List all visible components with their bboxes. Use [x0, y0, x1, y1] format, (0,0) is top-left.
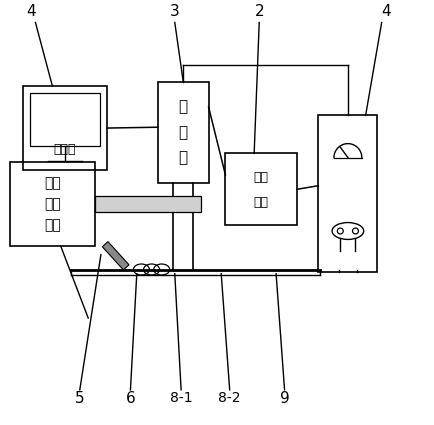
Text: 片: 片 [179, 125, 188, 140]
Text: 单: 单 [179, 99, 188, 114]
Bar [23, 86, 107, 170]
Text: 4: 4 [26, 4, 36, 20]
Text: 3: 3 [170, 4, 180, 20]
Text: 6: 6 [125, 391, 135, 406]
Text: 2: 2 [254, 4, 264, 20]
Bar [158, 82, 209, 183]
Text: 水筱: 水筱 [254, 196, 269, 209]
Bar [95, 196, 201, 212]
Text: 4: 4 [381, 4, 391, 20]
Bar [10, 162, 95, 246]
Text: 8-1: 8-1 [170, 391, 192, 405]
Bar [318, 116, 378, 272]
Text: 机构: 机构 [44, 218, 61, 232]
Text: 机: 机 [179, 150, 188, 165]
Text: 9: 9 [279, 391, 289, 406]
Bar [30, 94, 100, 146]
Text: 线圈: 线圈 [44, 176, 61, 190]
Text: 冷却: 冷却 [254, 170, 269, 184]
Polygon shape [102, 241, 129, 270]
Text: 变位: 变位 [44, 197, 61, 211]
Text: 8-2: 8-2 [218, 391, 241, 405]
Bar [225, 153, 297, 225]
Text: 计算机: 计算机 [54, 143, 76, 156]
Text: 5: 5 [75, 391, 85, 406]
